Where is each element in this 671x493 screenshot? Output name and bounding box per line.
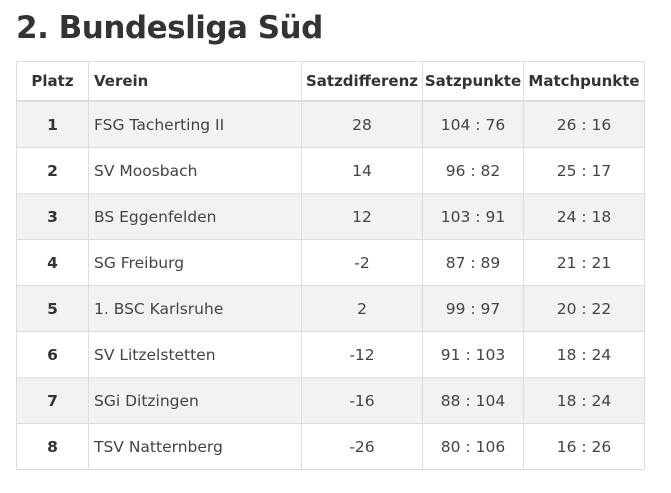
cell-satzpunkte: 96 : 82 <box>422 147 524 194</box>
cell-satzpunkte: 91 : 103 <box>422 331 524 378</box>
cell-platz: 3 <box>16 193 89 240</box>
cell-verein: SV Moosbach <box>88 147 302 194</box>
header-verein: Verein <box>88 61 302 102</box>
cell-platz: 2 <box>16 147 89 194</box>
header-platz: Platz <box>16 61 89 102</box>
cell-matchpunkte: 26 : 16 <box>523 100 645 148</box>
cell-platz: 4 <box>16 239 89 286</box>
header-row: Platz Verein Satzdifferenz Satzpunkte Ma… <box>16 61 645 102</box>
header-satzdifferenz: Satzdifferenz <box>301 61 423 102</box>
table-row: 5 1. BSC Karlsruhe 2 99 : 97 20 : 22 <box>16 285 645 332</box>
cell-satzpunkte: 80 : 106 <box>422 423 524 470</box>
cell-verein: 1. BSC Karlsruhe <box>88 285 302 332</box>
cell-matchpunkte: 21 : 21 <box>523 239 645 286</box>
cell-platz: 8 <box>16 423 89 470</box>
cell-platz: 6 <box>16 331 89 378</box>
table-row: 4 SG Freiburg -2 87 : 89 21 : 21 <box>16 239 645 286</box>
cell-satzdifferenz: 28 <box>301 100 423 148</box>
cell-satzpunkte: 104 : 76 <box>422 100 524 148</box>
cell-verein: SGi Ditzingen <box>88 377 302 424</box>
cell-satzdifferenz: 12 <box>301 193 423 240</box>
table-row: 6 SV Litzelstetten -12 91 : 103 18 : 24 <box>16 331 645 378</box>
cell-satzpunkte: 88 : 104 <box>422 377 524 424</box>
cell-matchpunkte: 20 : 22 <box>523 285 645 332</box>
cell-matchpunkte: 24 : 18 <box>523 193 645 240</box>
table-row: 1 FSG Tacherting II 28 104 : 76 26 : 16 <box>16 100 645 148</box>
page-title: 2. Bundesliga Süd <box>16 10 323 46</box>
cell-matchpunkte: 16 : 26 <box>523 423 645 470</box>
cell-satzpunkte: 103 : 91 <box>422 193 524 240</box>
cell-verein: FSG Tacherting II <box>88 100 302 148</box>
cell-satzdifferenz: -2 <box>301 239 423 286</box>
table-row: 7 SGi Ditzingen -16 88 : 104 18 : 24 <box>16 377 645 424</box>
table-header: Platz Verein Satzdifferenz Satzpunkte Ma… <box>16 61 645 102</box>
cell-satzdifferenz: 2 <box>301 285 423 332</box>
table-body: 1 FSG Tacherting II 28 104 : 76 26 : 16 … <box>16 100 645 470</box>
cell-platz: 1 <box>16 100 89 148</box>
table-row: 8 TSV Natternberg -26 80 : 106 16 : 26 <box>16 423 645 470</box>
table-row: 3 BS Eggenfelden 12 103 : 91 24 : 18 <box>16 193 645 240</box>
cell-matchpunkte: 18 : 24 <box>523 331 645 378</box>
header-matchpunkte: Matchpunkte <box>523 61 645 102</box>
cell-satzdifferenz: -12 <box>301 331 423 378</box>
cell-verein: SV Litzelstetten <box>88 331 302 378</box>
cell-platz: 5 <box>16 285 89 332</box>
cell-verein: SG Freiburg <box>88 239 302 286</box>
cell-satzpunkte: 87 : 89 <box>422 239 524 286</box>
table-row: 2 SV Moosbach 14 96 : 82 25 : 17 <box>16 147 645 194</box>
cell-satzdifferenz: 14 <box>301 147 423 194</box>
cell-matchpunkte: 25 : 17 <box>523 147 645 194</box>
cell-verein: TSV Natternberg <box>88 423 302 470</box>
cell-satzpunkte: 99 : 97 <box>422 285 524 332</box>
standings-table: Platz Verein Satzdifferenz Satzpunkte Ma… <box>16 61 645 470</box>
cell-platz: 7 <box>16 377 89 424</box>
cell-matchpunkte: 18 : 24 <box>523 377 645 424</box>
cell-satzdifferenz: -16 <box>301 377 423 424</box>
cell-verein: BS Eggenfelden <box>88 193 302 240</box>
header-satzpunkte: Satzpunkte <box>422 61 524 102</box>
cell-satzdifferenz: -26 <box>301 423 423 470</box>
